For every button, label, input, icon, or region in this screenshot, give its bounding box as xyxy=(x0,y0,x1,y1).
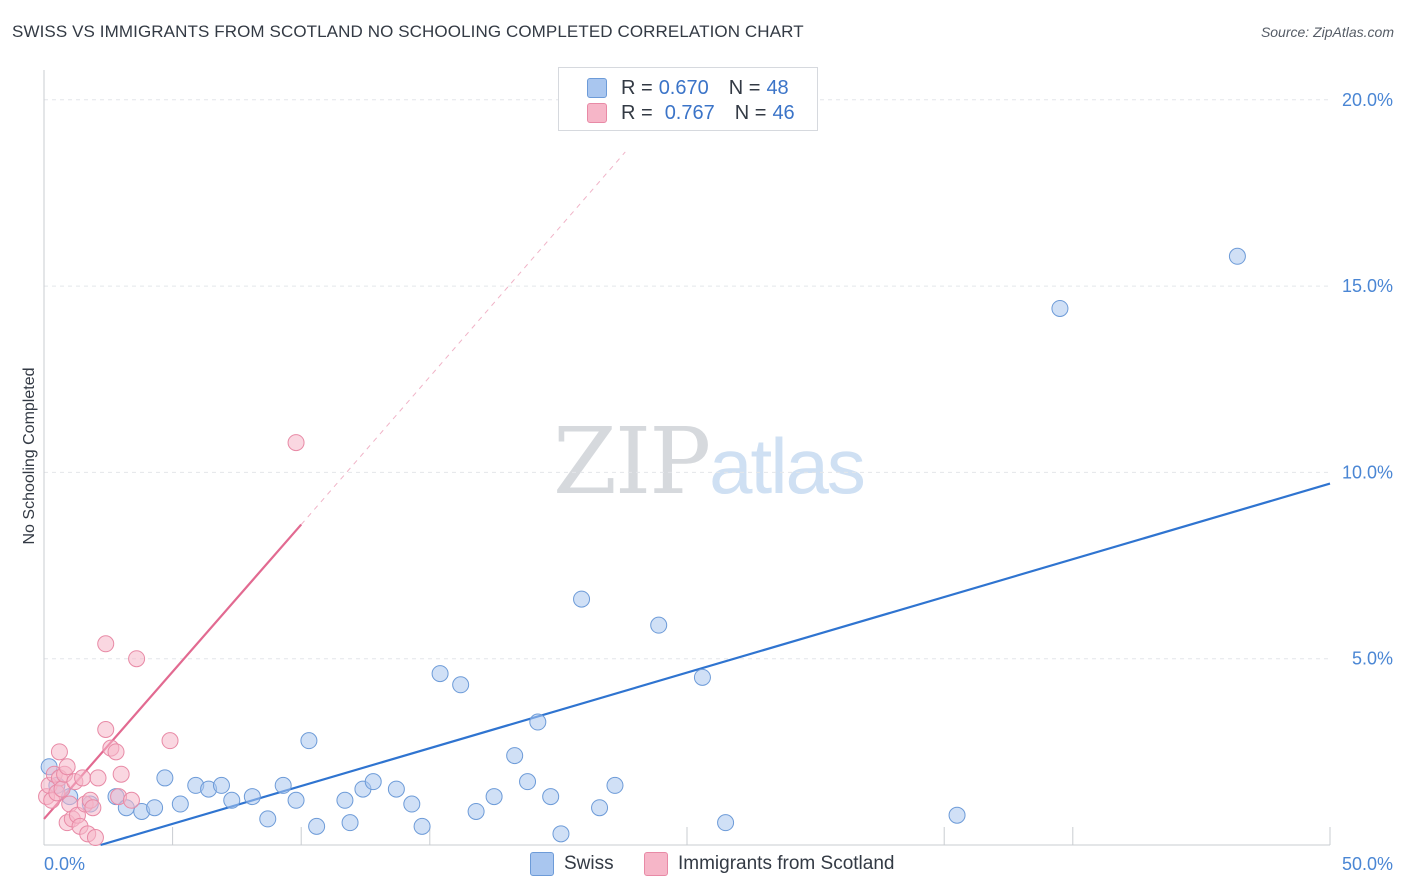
legend-r-value-scotland: 0.767 xyxy=(664,101,715,124)
grid-layer xyxy=(44,99,1331,845)
data-point-swiss xyxy=(467,802,485,820)
watermark-atlas: atlas xyxy=(709,422,866,510)
bottom-legend-label-scotland: Immigrants from Scotland xyxy=(678,853,895,874)
data-point-swiss xyxy=(308,817,326,835)
chart-title: SWISS VS IMMIGRANTS FROM SCOTLAND NO SCH… xyxy=(12,22,804,41)
legend-r-value-swiss: 0.670 xyxy=(658,76,709,99)
data-point-scotland xyxy=(74,769,92,787)
legend-n-value-swiss: 48 xyxy=(766,76,789,99)
x-tick-label: 0.0% xyxy=(44,854,85,874)
legend-swatch-swiss xyxy=(587,78,607,98)
data-point-swiss xyxy=(300,732,318,750)
data-point-swiss xyxy=(717,814,735,832)
data-point-swiss xyxy=(336,791,354,809)
data-point-swiss xyxy=(529,713,547,731)
data-point-scotland xyxy=(161,732,179,750)
bottom-legend-swiss[interactable]: Swiss xyxy=(530,852,614,876)
data-point-swiss xyxy=(212,776,230,794)
data-point-swiss xyxy=(243,788,261,806)
data-point-swiss xyxy=(606,776,624,794)
legend-row-swiss: R = 0.670 N = 48 xyxy=(587,76,789,100)
data-point-swiss xyxy=(506,747,524,765)
axis-layer xyxy=(43,70,1330,846)
points-layer xyxy=(38,247,1246,847)
legend-r-label: R = xyxy=(621,76,653,99)
bottom-legend: Swiss Immigrants from Scotland xyxy=(0,852,1406,878)
watermark: ZIPatlas xyxy=(553,408,866,515)
y-tick-label: 5.0% xyxy=(1352,649,1393,669)
data-point-swiss xyxy=(413,817,431,835)
y-axis-label: No Schooling Completed xyxy=(21,368,38,545)
data-point-swiss xyxy=(542,788,560,806)
data-point-swiss xyxy=(223,791,241,809)
ticks-layer: 5.0% 10.0% 15.0% 20.0% 0.0% 50.0% xyxy=(44,90,1393,874)
data-point-scotland xyxy=(287,434,305,452)
legend-n-value-scotland: 46 xyxy=(772,101,795,124)
watermark-zip: ZIP xyxy=(553,408,711,515)
data-point-swiss xyxy=(485,788,503,806)
data-point-swiss xyxy=(693,668,711,686)
bottom-legend-swatch-swiss xyxy=(530,852,554,876)
data-point-scotland xyxy=(112,765,130,783)
bottom-legend-swatch-scotland xyxy=(644,852,668,876)
data-point-swiss xyxy=(387,780,405,798)
data-point-swiss xyxy=(650,616,668,634)
legend-swatch-scotland xyxy=(587,103,607,123)
data-point-scotland xyxy=(128,650,146,668)
data-point-swiss xyxy=(156,769,174,787)
data-point-scotland xyxy=(50,743,68,761)
data-point-scotland xyxy=(86,829,104,847)
data-point-swiss xyxy=(259,810,277,828)
data-point-swiss xyxy=(519,773,537,791)
x-tick-label: 50.0% xyxy=(1342,854,1393,874)
data-point-swiss xyxy=(1051,299,1069,317)
legend-n-label: N = xyxy=(734,101,767,124)
legend-r-label: R = xyxy=(621,101,653,124)
data-point-scotland xyxy=(89,769,107,787)
data-point-swiss xyxy=(146,799,164,817)
data-point-swiss xyxy=(948,806,966,824)
legend-row-scotland: R = 0.767 N = 46 xyxy=(587,101,795,125)
y-tick-label: 10.0% xyxy=(1342,462,1393,482)
y-tick-label: 15.0% xyxy=(1342,276,1393,296)
data-point-swiss xyxy=(552,825,570,843)
data-point-scotland xyxy=(58,758,76,776)
trend-extension-scotland xyxy=(300,151,626,525)
bottom-legend-label-swiss: Swiss xyxy=(564,853,614,874)
data-point-swiss xyxy=(364,773,382,791)
data-point-swiss xyxy=(274,776,292,794)
trend-line-swiss xyxy=(100,482,1331,847)
legend-n-label: N = xyxy=(728,76,761,99)
data-point-swiss xyxy=(1228,247,1246,265)
bottom-legend-scotland[interactable]: Immigrants from Scotland xyxy=(644,852,894,876)
data-point-swiss xyxy=(341,814,359,832)
data-point-swiss xyxy=(452,676,470,694)
data-point-scotland xyxy=(97,720,115,738)
data-point-swiss xyxy=(171,795,189,813)
data-point-swiss xyxy=(431,665,449,683)
data-point-swiss xyxy=(403,795,421,813)
y-tick-label: 20.0% xyxy=(1342,90,1393,110)
trend-layer xyxy=(43,151,1331,847)
source-label: Source: ZipAtlas.com xyxy=(1260,24,1394,40)
data-point-scotland xyxy=(84,799,102,817)
data-point-scotland xyxy=(122,791,140,809)
data-point-swiss xyxy=(591,799,609,817)
data-point-swiss xyxy=(573,590,591,608)
data-point-scotland xyxy=(97,635,115,653)
data-point-scotland xyxy=(107,743,125,761)
trend-line-scotland xyxy=(43,523,303,820)
correlation-legend: R = 0.670 N = 48 R = 0.767 N = 46 xyxy=(558,67,818,131)
data-point-swiss xyxy=(287,791,305,809)
